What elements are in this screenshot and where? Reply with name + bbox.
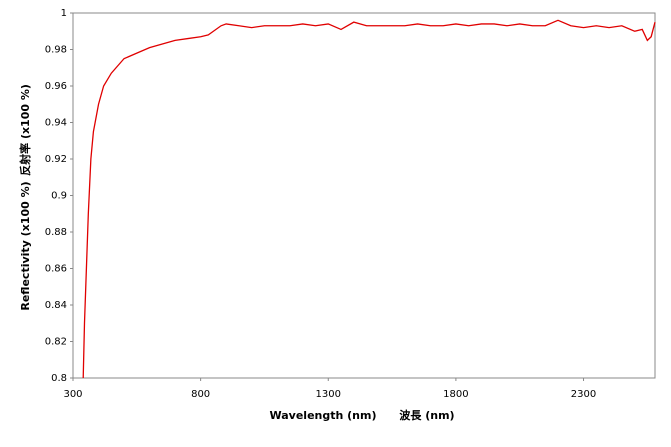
x-axis-label: Wavelength (nm) xyxy=(270,409,377,422)
y-tick-label: 0.94 xyxy=(45,118,67,129)
x-axis-label: 波長 (nm) xyxy=(399,408,454,422)
y-tick-label: 0.82 xyxy=(45,337,67,348)
y-axis-label: 反射率 (x100 %) xyxy=(18,84,32,176)
x-tick-label: 1300 xyxy=(316,389,341,400)
x-tick-label: 800 xyxy=(191,389,210,400)
y-tick-label: 0.84 xyxy=(45,300,67,311)
data-line xyxy=(82,19,656,379)
y-axis-label: Reflectivity (x100 %) xyxy=(19,181,32,310)
plot-frame xyxy=(72,12,656,379)
y-tick-label: 1 xyxy=(61,8,67,19)
x-tick-label: 300 xyxy=(63,389,82,400)
x-tick-label: 2300 xyxy=(571,389,596,400)
y-tick-label: 0.9 xyxy=(51,191,67,202)
y-tick-label: 0.86 xyxy=(45,264,67,275)
x-tick-label: 1800 xyxy=(443,389,468,400)
y-tick-label: 0.8 xyxy=(51,373,67,384)
y-tick-label: 0.98 xyxy=(45,45,67,56)
y-tick-label: 0.92 xyxy=(45,154,67,165)
y-tick-label: 0.96 xyxy=(45,81,67,92)
y-tick-label: 0.88 xyxy=(45,227,67,238)
